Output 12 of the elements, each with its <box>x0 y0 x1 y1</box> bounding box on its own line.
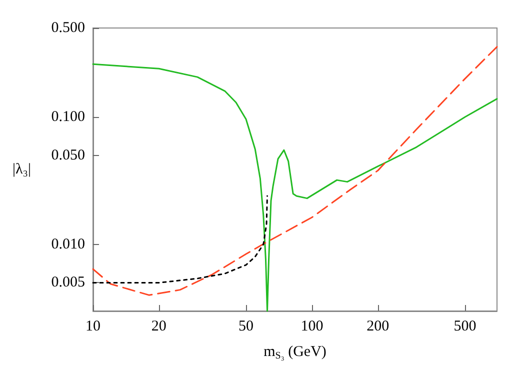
x-tick-label: 500 <box>454 318 476 334</box>
x-tick-label: 50 <box>238 318 254 334</box>
y-tick-label: 0.500 <box>51 20 85 36</box>
y-tick-label: 0.050 <box>51 147 85 164</box>
x-tick-label: 20 <box>151 318 166 334</box>
x-tick-label: 10 <box>86 318 100 334</box>
y-axis-title: |λ₃| <box>12 162 31 178</box>
x-tick-label: 200 <box>366 318 390 334</box>
y-tick-label: 0.005 <box>51 274 85 291</box>
y-tick-label: 0.010 <box>51 236 85 252</box>
y-tick-label: 0.100 <box>51 109 85 126</box>
x-tick-label: 100 <box>300 318 324 334</box>
